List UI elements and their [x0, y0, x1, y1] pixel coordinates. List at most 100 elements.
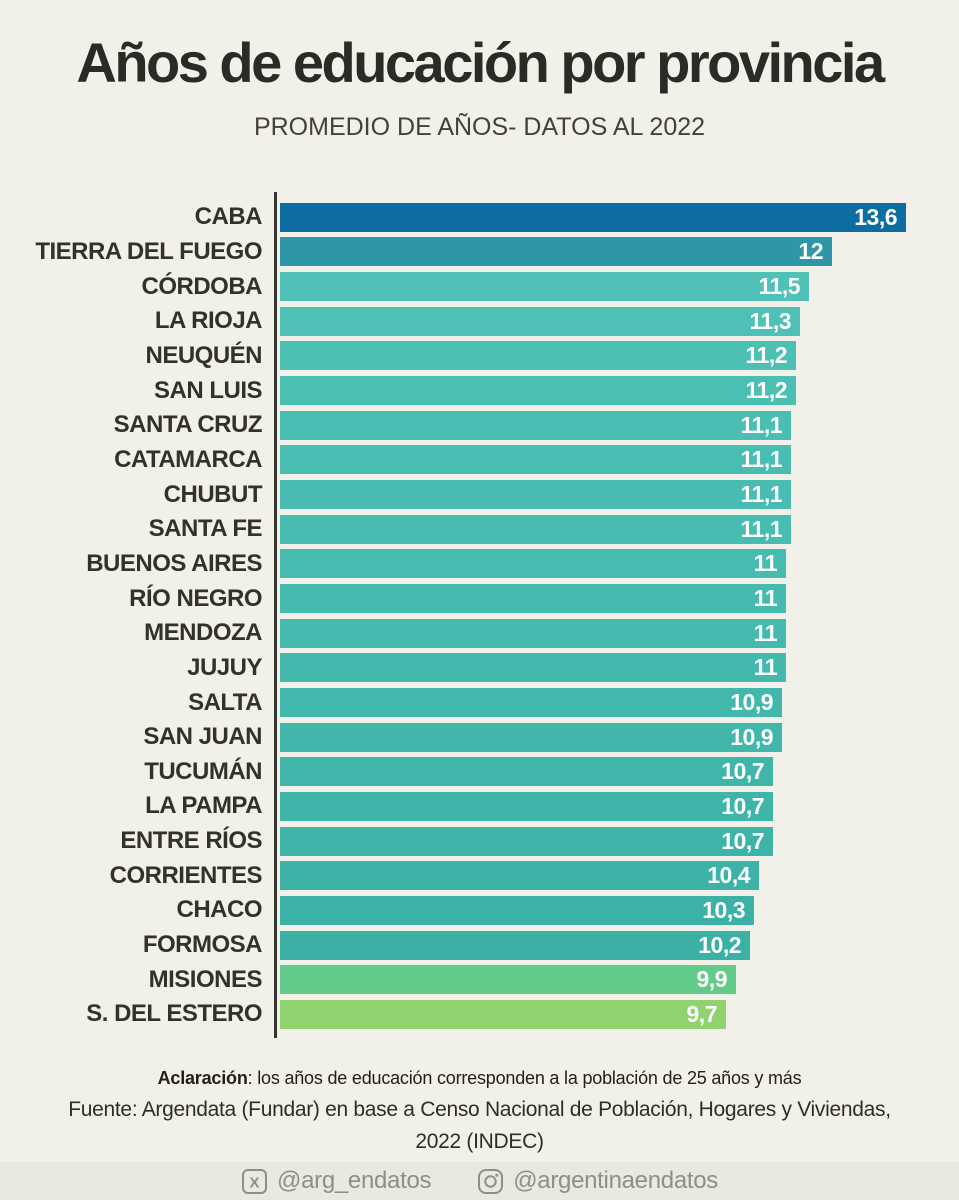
province-label: TIERRA DEL FUEGO — [35, 237, 262, 265]
bar-row: TUCUMÁN 10,7 — [0, 755, 959, 790]
bar-row: ENTRE RÍOS 10,7 — [0, 824, 959, 859]
source-line-2: 2022 (INDEC) — [415, 1130, 544, 1153]
bar-track: 11,3 — [280, 306, 959, 336]
bar: 9,7 — [280, 999, 726, 1029]
bar: 11,5 — [280, 272, 809, 302]
bar: 10,7 — [280, 826, 773, 856]
bar: 10,3 — [280, 895, 754, 925]
bar-track: 11,1 — [280, 514, 959, 544]
province-label: RÍO NEGRO — [129, 584, 262, 612]
bar: 11,2 — [280, 376, 796, 406]
province-label: CHUBUT — [163, 480, 263, 508]
bar: 12 — [280, 237, 832, 267]
bar-value-label: 12 — [798, 238, 823, 265]
bar-value-label: 11 — [753, 550, 778, 577]
twitter-handle: @arg_endatos — [277, 1167, 432, 1194]
bar-value-label: 10,9 — [730, 723, 773, 750]
source-text: Fuente: Argendata (Fundar) en base a Cen… — [0, 1094, 959, 1158]
bar-value-label: 11,2 — [745, 342, 788, 369]
bar-value-label: 11,3 — [749, 307, 792, 334]
bar-value-label: 11 — [753, 654, 778, 681]
bar-value-label: 10,4 — [707, 862, 750, 889]
bar-track: 10,2 — [280, 930, 959, 960]
bar: 10,9 — [280, 688, 782, 718]
bar-row: JUJUY 11 — [0, 651, 959, 686]
bar-value-label: 10,9 — [730, 689, 773, 716]
bar-track: 10,4 — [280, 861, 959, 891]
bar-track: 11,1 — [280, 480, 959, 510]
bar: 11 — [280, 653, 786, 683]
bar-track: 11 — [280, 584, 959, 614]
bar-value-label: 11,1 — [740, 481, 783, 508]
bar: 10,9 — [280, 722, 782, 752]
province-label: BUENOS AIRES — [86, 549, 262, 577]
bar-track: 10,7 — [280, 826, 959, 856]
bar: 10,4 — [280, 861, 759, 891]
x-icon: X — [241, 1168, 268, 1195]
y-axis-line — [274, 192, 277, 1038]
bar-value-label: 9,7 — [686, 1000, 718, 1027]
bar-row: SAN JUAN 10,9 — [0, 720, 959, 755]
twitter-handle-item: X @arg_endatos — [241, 1167, 432, 1195]
bar-value-label: 11,1 — [740, 446, 783, 473]
svg-text:X: X — [250, 1174, 260, 1191]
instagram-handle: @argentinaendatos — [513, 1167, 718, 1194]
bar: 10,7 — [280, 791, 773, 821]
bar: 10,7 — [280, 757, 773, 787]
bar-value-label: 13,6 — [854, 203, 897, 230]
bar-row: CATAMARCA 11,1 — [0, 443, 959, 478]
bar: 11 — [280, 618, 786, 648]
bar-row: RÍO NEGRO 11 — [0, 581, 959, 616]
bar-row: LA PAMPA 10,7 — [0, 789, 959, 824]
bar: 13,6 — [280, 202, 906, 232]
province-label: SANTA FE — [148, 515, 263, 543]
clarification-note: Aclaración: los años de educación corres… — [0, 1066, 959, 1090]
province-label: LA PAMPA — [145, 792, 262, 820]
bar-row: CÓRDOBA 11,5 — [0, 269, 959, 304]
bar-track: 11,5 — [280, 272, 959, 302]
bar-row: MISIONES 9,9 — [0, 962, 959, 997]
province-label: S. DEL ESTERO — [86, 1000, 262, 1028]
province-label: TUCUMÁN — [144, 757, 262, 785]
province-label: JUJUY — [187, 653, 262, 681]
bar-row: CABA 13,6 — [0, 200, 959, 235]
province-label: MISIONES — [148, 965, 263, 993]
bar-row: TIERRA DEL FUEGO 12 — [0, 235, 959, 270]
bar-track: 10,7 — [280, 757, 959, 787]
bar-track: 10,9 — [280, 722, 959, 752]
province-label: CÓRDOBA — [141, 272, 263, 300]
bar-row: SALTA 10,9 — [0, 685, 959, 720]
province-label: SALTA — [188, 688, 262, 716]
province-label: SANTA CRUZ — [113, 411, 263, 439]
bar-track: 9,7 — [280, 999, 959, 1029]
note-text: : los años de educación corresponden a l… — [247, 1068, 802, 1088]
bar: 11,1 — [280, 410, 791, 440]
page-title: Años de educación por provincia — [76, 31, 885, 94]
province-label: MENDOZA — [144, 619, 262, 647]
bar-track: 11,1 — [280, 410, 959, 440]
bar-track: 10,7 — [280, 791, 959, 821]
bar-track: 9,9 — [280, 965, 959, 995]
bar-track: 11 — [280, 618, 959, 648]
bar-row: LA RIOJA 11,3 — [0, 304, 959, 339]
instagram-icon — [477, 1168, 504, 1195]
bar-value-label: 9,9 — [696, 966, 728, 993]
source-line-1: Fuente: Argendata (Fundar) en base a Cen… — [68, 1098, 891, 1121]
bar-row: CHACO 10,3 — [0, 893, 959, 928]
bar-value-label: 11,1 — [740, 515, 783, 542]
bar-value-label: 10,7 — [721, 792, 764, 819]
province-label: CABA — [194, 203, 263, 231]
bar-chart: CABA 13,6 TIERRA DEL FUEGO 12 CÓRDOBA 11,5 LA … — [0, 192, 959, 1038]
province-label: ENTRE RÍOS — [120, 827, 262, 855]
bar-row: CORRIENTES 10,4 — [0, 858, 959, 893]
chart-header: Años de educación por provincia PROMEDIO… — [0, 30, 959, 142]
province-label: SAN LUIS — [153, 376, 263, 404]
bar-value-label: 11,1 — [740, 411, 783, 438]
bar-track: 11,2 — [280, 341, 959, 371]
province-label: CORRIENTES — [109, 861, 263, 889]
bar: 11,3 — [280, 306, 800, 336]
bar-value-label: 10,7 — [721, 827, 764, 854]
bar-track: 11,2 — [280, 376, 959, 406]
chart-subtitle: PROMEDIO DE AÑOS- DATOS AL 2022 — [253, 113, 706, 141]
province-label: LA RIOJA — [154, 307, 263, 335]
